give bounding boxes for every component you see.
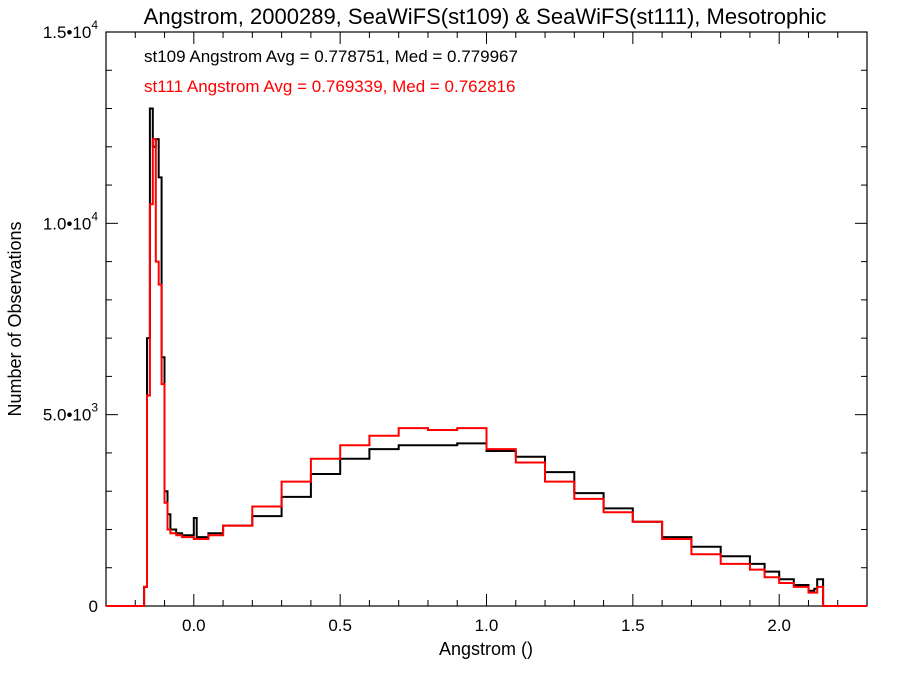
plot-frame bbox=[105, 31, 868, 607]
x-tick-label: 1.0 bbox=[475, 616, 499, 635]
x-axis-label: Angstrom () bbox=[439, 639, 533, 659]
x-tick-label: 1.5 bbox=[621, 616, 645, 635]
y-tick-label: 1.5•104 bbox=[43, 18, 99, 42]
y-tick-base: 0 bbox=[89, 597, 98, 616]
y-tick-exponent: 4 bbox=[91, 209, 98, 223]
x-tick-label: 0.0 bbox=[182, 616, 206, 635]
y-tick-label: 5.0•103 bbox=[43, 401, 99, 425]
series-line-st111 bbox=[106, 138, 867, 607]
y-tick-exponent: 3 bbox=[91, 401, 98, 415]
x-tick-label: 2.0 bbox=[767, 616, 791, 635]
y-tick-exponent: 4 bbox=[91, 18, 98, 32]
y-tick-label: 1.0•104 bbox=[43, 209, 99, 233]
series-group bbox=[106, 107, 867, 607]
annotation-st109: st109 Angstrom Avg = 0.778751, Med = 0.7… bbox=[144, 47, 518, 66]
y-axis-label: Number of Observations bbox=[5, 221, 25, 416]
y-tick-base: 1.5•10 bbox=[43, 23, 92, 42]
x-axis-ticks: 0.0 0.5 1.0 1.5 2.0 bbox=[105, 32, 868, 635]
y-tick-base: 5.0•10 bbox=[43, 406, 92, 425]
annotation-st111: st111 Angstrom Avg = 0.769339, Med = 0.7… bbox=[144, 77, 515, 96]
x-tick-label: 0.5 bbox=[328, 616, 352, 635]
series-line-st109 bbox=[106, 107, 867, 607]
y-tick-base: 1.0•10 bbox=[43, 214, 92, 233]
y-tick-label: 0 bbox=[89, 597, 98, 616]
chart-title: Angstrom, 2000289, SeaWiFS(st109) & SeaW… bbox=[144, 4, 827, 29]
